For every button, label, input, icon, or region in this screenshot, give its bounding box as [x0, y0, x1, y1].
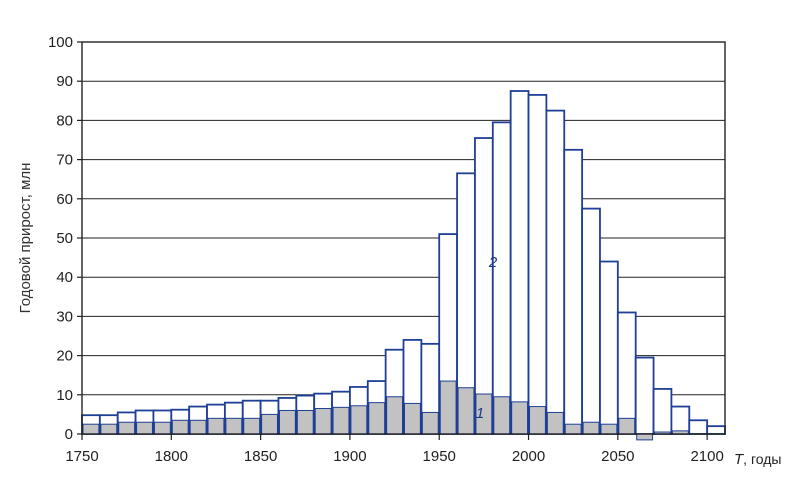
series-1-bar [136, 421, 153, 435]
series-1-bar [386, 396, 403, 435]
y-axis-label: Годовой прирост, млн [17, 163, 34, 314]
series-1-bar [636, 433, 654, 441]
series-2-bars [81, 90, 726, 435]
series-1-bar [529, 406, 546, 435]
x-axis-label: T, годы [734, 451, 781, 468]
series-1-bar [457, 387, 475, 435]
series-1-bar [404, 402, 421, 435]
series-1-bar [225, 417, 243, 435]
series-1-bar [153, 421, 171, 435]
series-2-bar [491, 121, 512, 435]
y-axis-ticks: 0 10 20 30 40 50 60 70 80 90 100 [48, 34, 82, 443]
series-1-bar [582, 421, 600, 435]
x-tick-label: 2100 [690, 448, 723, 465]
y-tick-label: 100 [48, 34, 73, 51]
x-tick-label: 2000 [512, 448, 545, 465]
series-1-bar [368, 402, 386, 435]
series-2-bar [634, 356, 655, 435]
series-1-bar [261, 413, 278, 435]
series-1-bar [278, 409, 296, 435]
series-1-bar [296, 409, 314, 435]
series-1-bar [350, 405, 368, 435]
y-tick-label: 30 [56, 308, 73, 325]
series-1-bar [314, 408, 332, 435]
x-tick-label: 1850 [244, 448, 277, 465]
series-1-bar [618, 417, 636, 435]
series-2-bar [527, 94, 548, 435]
x-axis-variable: T [734, 451, 745, 468]
series-2-bar [616, 311, 637, 435]
x-tick-label: 1800 [155, 448, 188, 465]
series-1-bar [207, 417, 225, 435]
y-tick-label: 70 [56, 152, 73, 169]
series-1-bar [600, 423, 618, 435]
series-2-bar [545, 109, 566, 435]
series-2-bar [509, 90, 530, 435]
series-1-bar [546, 411, 564, 435]
y-tick-label: 10 [56, 387, 73, 404]
series-1-bar [493, 396, 511, 435]
x-tick-label: 2050 [601, 448, 634, 465]
series-1-bar [100, 423, 118, 435]
x-tick-label: 1900 [333, 448, 366, 465]
series-1-bar [332, 406, 350, 435]
series-1-bar [511, 401, 529, 435]
y-tick-label: 40 [56, 269, 73, 286]
x-tick-label: 1750 [65, 448, 98, 465]
series-2-annotation: 2 [488, 254, 498, 271]
series-1-bar [118, 421, 136, 435]
series-2-bar [688, 419, 709, 435]
x-axis-ticks: 1750 1800 1850 1900 1950 2000 2050 2100 [65, 434, 724, 465]
series-1-annotation: 1 [476, 405, 484, 422]
series-1-bar [421, 411, 439, 435]
x-tick-label: 1950 [423, 448, 456, 465]
y-tick-label: 80 [56, 112, 73, 129]
series-2-bar [474, 137, 494, 435]
series-2-bar [599, 260, 619, 435]
series-2-bar [706, 425, 726, 435]
y-tick-label: 60 [56, 191, 73, 208]
series-2-bar [581, 207, 601, 435]
series-2-bar [563, 148, 584, 435]
y-tick-label: 50 [56, 230, 73, 247]
series-1-bar [243, 417, 261, 435]
series-1-bar [564, 423, 582, 435]
grid-lines [82, 80, 725, 396]
series-1-bar [82, 423, 100, 435]
series-1-bar [439, 380, 457, 435]
series-1-bar [189, 419, 207, 435]
y-tick-label: 0 [65, 426, 73, 443]
series-1-bar [171, 419, 189, 435]
series-2-bar [670, 405, 691, 435]
x-axis-unit: , годы [743, 451, 781, 467]
y-tick-label: 20 [56, 348, 73, 365]
y-tick-label: 90 [56, 73, 73, 90]
series-2-bar [652, 388, 673, 435]
